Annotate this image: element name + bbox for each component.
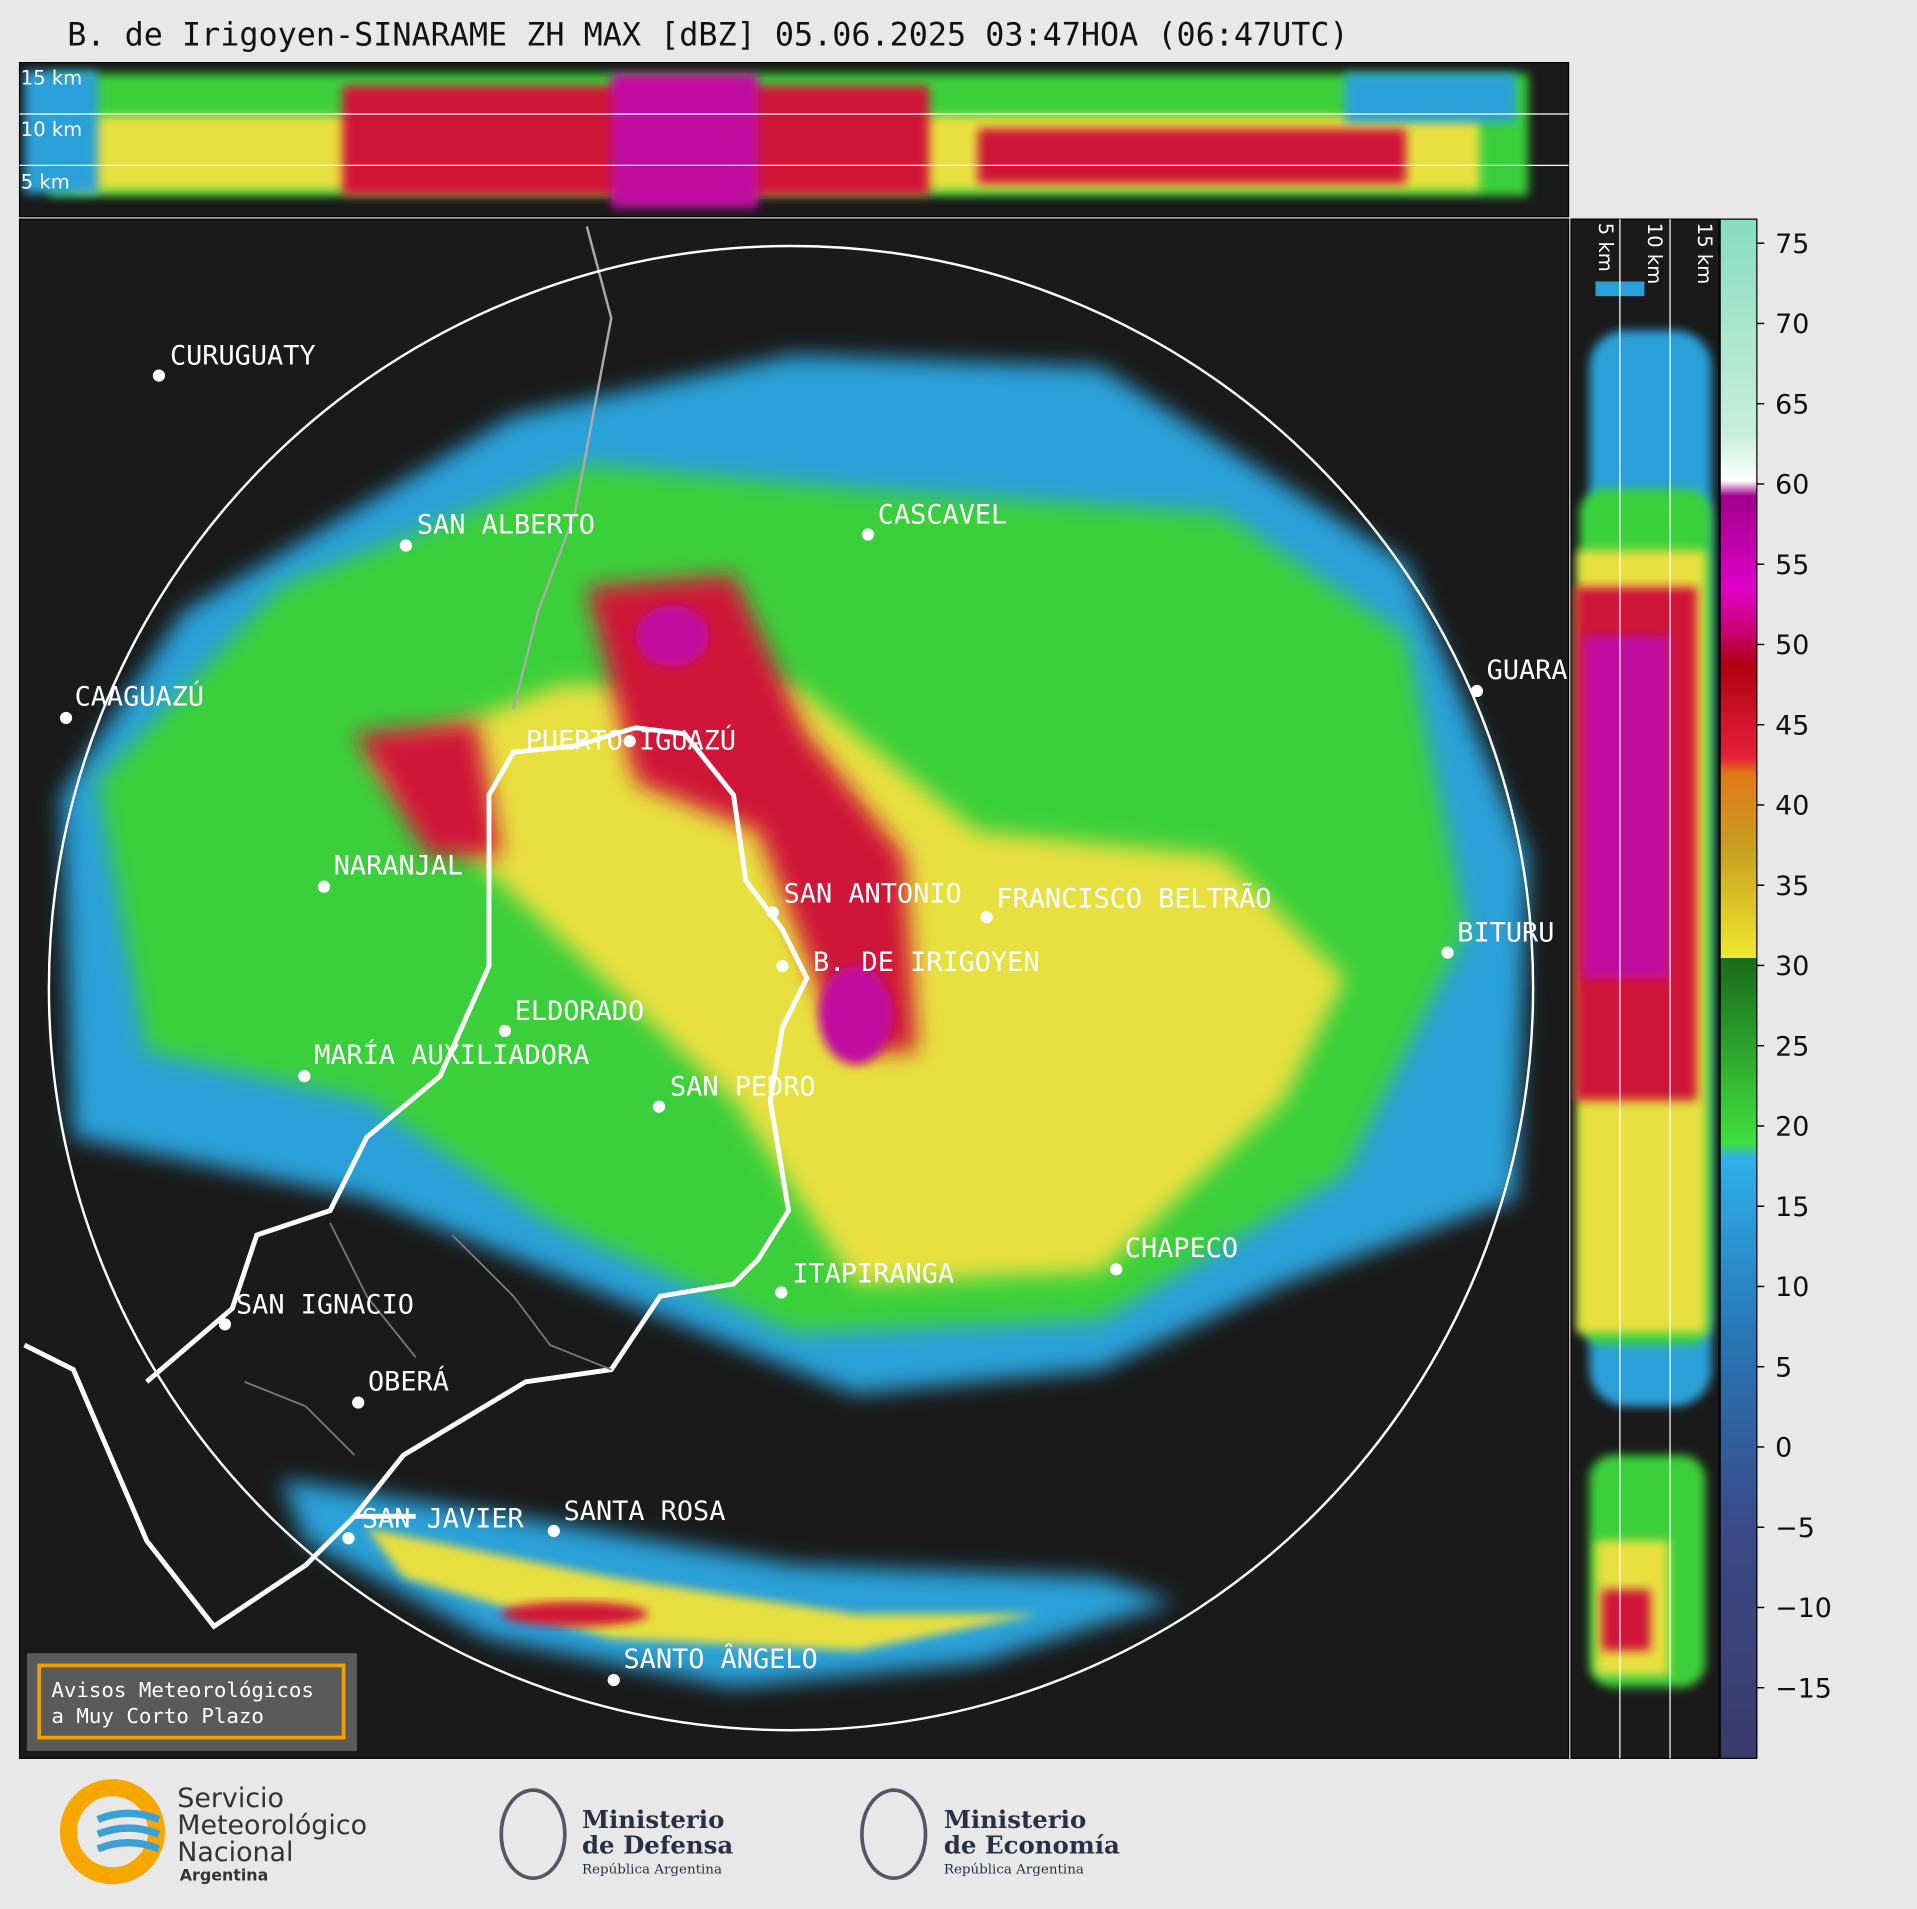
logo-text: de Economía [944,1831,1120,1860]
colorbar-tick-label: 35 [1775,871,1809,902]
place-marker [498,1024,512,1038]
place-label: CAAGUAZÚ [75,681,204,713]
range-ring [47,244,1535,1732]
colorbar-tick-label: −5 [1775,1513,1815,1544]
colorbar-tick-label: 75 [1775,229,1809,260]
logo-text: Ministerio [944,1805,1086,1834]
place-marker [218,1318,232,1331]
place-marker [1441,946,1454,959]
place-label: NARANJAL [334,850,463,881]
place-marker [1470,684,1483,698]
place-label: SAN ALBERTO [417,509,595,540]
height-label: 10 km [21,118,82,141]
place-label: PUERTO IGUAZÚ [526,725,736,757]
place-marker [652,1100,666,1113]
smn-logo [59,1779,166,1885]
colorbar-tick-label: 10 [1775,1272,1809,1303]
place-label: BITURU [1457,918,1554,949]
colorbar-tick-label: 70 [1775,309,1809,340]
top-echo [24,71,1529,209]
place-label: FRANCISCO BELTRÃO [996,882,1271,914]
place-label: SAN PEDRO [670,1072,816,1103]
place-label: OBERÁ [368,1365,449,1397]
colorbar-tick-label: −15 [1775,1674,1832,1705]
logo-text: Servicio [177,1783,284,1814]
place-marker [352,1396,365,1409]
place-marker [1110,1263,1123,1276]
notice-text: Avisos Meteorológicos [51,1678,314,1702]
colorbar-tick-label: 65 [1775,389,1809,420]
logo-text: República Argentina [582,1862,722,1877]
place-label: SAN JAVIER [362,1503,525,1534]
place-marker [298,1070,311,1083]
shield [860,1788,928,1880]
height-label: 10 km [1643,223,1666,284]
place-marker [399,539,413,552]
place-marker [766,906,779,919]
place-label: CURUGUATY [170,341,316,372]
place-label: GUARA [1487,655,1568,686]
colorbar-tick-label: −10 [1775,1593,1832,1624]
place-label: ELDORADO [515,996,644,1027]
shield [499,1788,567,1880]
place-label: SANTO ÂNGELO [624,1643,818,1675]
colorbar-tick-label: 15 [1775,1192,1809,1223]
side-echo [1574,281,1712,1688]
notice-text: a Muy Corto Plazo [51,1704,264,1728]
place-label: B. DE IRIGOYEN [813,947,1040,978]
colorbar [1719,218,1758,1759]
colorbar-tick-label: 0 [1775,1433,1792,1464]
colorbar-tick-label: 30 [1775,951,1809,982]
place-marker [623,735,636,748]
logo-text: República Argentina [944,1862,1084,1877]
logo-text: de Defensa [582,1831,733,1860]
logo-text: Nacional [177,1837,293,1868]
place-marker [980,911,993,924]
place-label: SANTA ROSA [564,1496,726,1527]
logo-text: Argentina [180,1866,269,1885]
radar-echo [23,226,1529,1688]
place-label: MARÍA AUXILIADORA [314,1039,589,1071]
place-marker [317,880,331,893]
height-label: 15 km [1693,223,1716,284]
colorbar-tick-label: 45 [1775,710,1809,741]
place-marker [776,960,789,973]
place-label: CHAPECO [1125,1233,1238,1264]
notice-border [37,1663,346,1740]
place-marker [342,1532,355,1545]
title: B. de Irigoyen-SINARAME ZH MAX [dBZ] 05.… [67,18,1348,54]
place-marker [775,1286,788,1299]
colorbar-tick-label: 50 [1775,630,1809,661]
notice-box [26,1653,357,1752]
places: CURUGUATY SAN ALBERTO CASCAVEL CAAGUAZÚ GUAR… [59,341,1568,1687]
colorbar-tick-label: 25 [1775,1031,1809,1062]
colorbar-tick-label: 55 [1775,550,1809,581]
place-label: ITAPIRANGA [792,1259,954,1290]
colorbar-tick-label: 40 [1775,791,1809,822]
colorbar-tick-label: 20 [1775,1112,1809,1143]
logo-text: Ministerio [582,1805,724,1834]
colorbar-tick-label: 60 [1775,470,1809,501]
logo-text: Meteorológico [177,1810,367,1841]
place-marker [607,1673,620,1687]
colorbar-tick-label: 5 [1775,1352,1792,1383]
place-label: SAN IGNACIO [236,1289,414,1320]
height-label: 5 km [21,171,70,194]
height-label: 15 km [21,67,82,90]
place-marker [861,528,875,541]
place-label: CASCAVEL [878,500,1007,531]
place-label: SAN ANTONIO [784,879,962,910]
place-marker [152,369,166,382]
place-marker [547,1524,560,1538]
height-label: 5 km [1594,223,1617,272]
place-marker [59,711,73,725]
